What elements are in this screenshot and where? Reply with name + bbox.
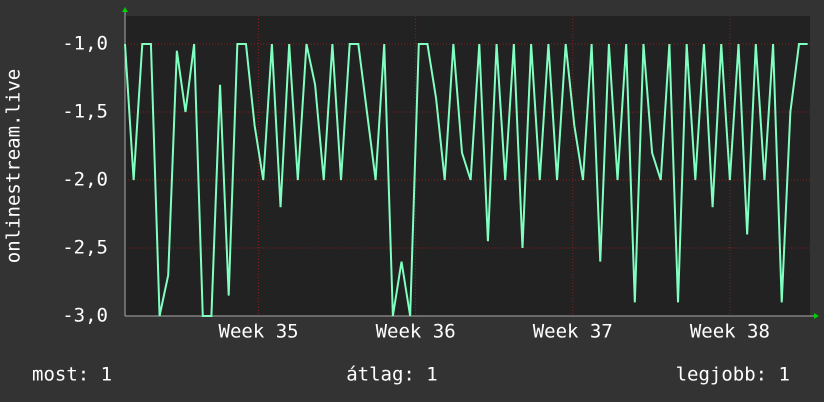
y-tick-label: -3,0 <box>62 305 108 327</box>
series-line <box>124 43 808 317</box>
y-axis-label: onlinestream.live <box>3 69 25 263</box>
y-tick-label: -1,0 <box>62 33 108 55</box>
y-tick-label: -1,5 <box>62 101 108 123</box>
y-tick-label: -2,0 <box>62 169 108 191</box>
y-tick-label: -2,5 <box>62 237 108 259</box>
x-tick-label: Week 37 <box>533 321 613 343</box>
footer-stat: átlag: 1 <box>346 364 438 386</box>
footer-stat: most: 1 <box>32 364 112 386</box>
axis-arrow <box>122 7 128 12</box>
x-tick-label: Week 35 <box>219 321 299 343</box>
x-tick-label: Week 38 <box>690 321 770 343</box>
footer-stat: legjobb: 1 <box>676 364 790 386</box>
x-tick-label: Week 36 <box>376 321 456 343</box>
axis-arrow <box>814 313 819 319</box>
